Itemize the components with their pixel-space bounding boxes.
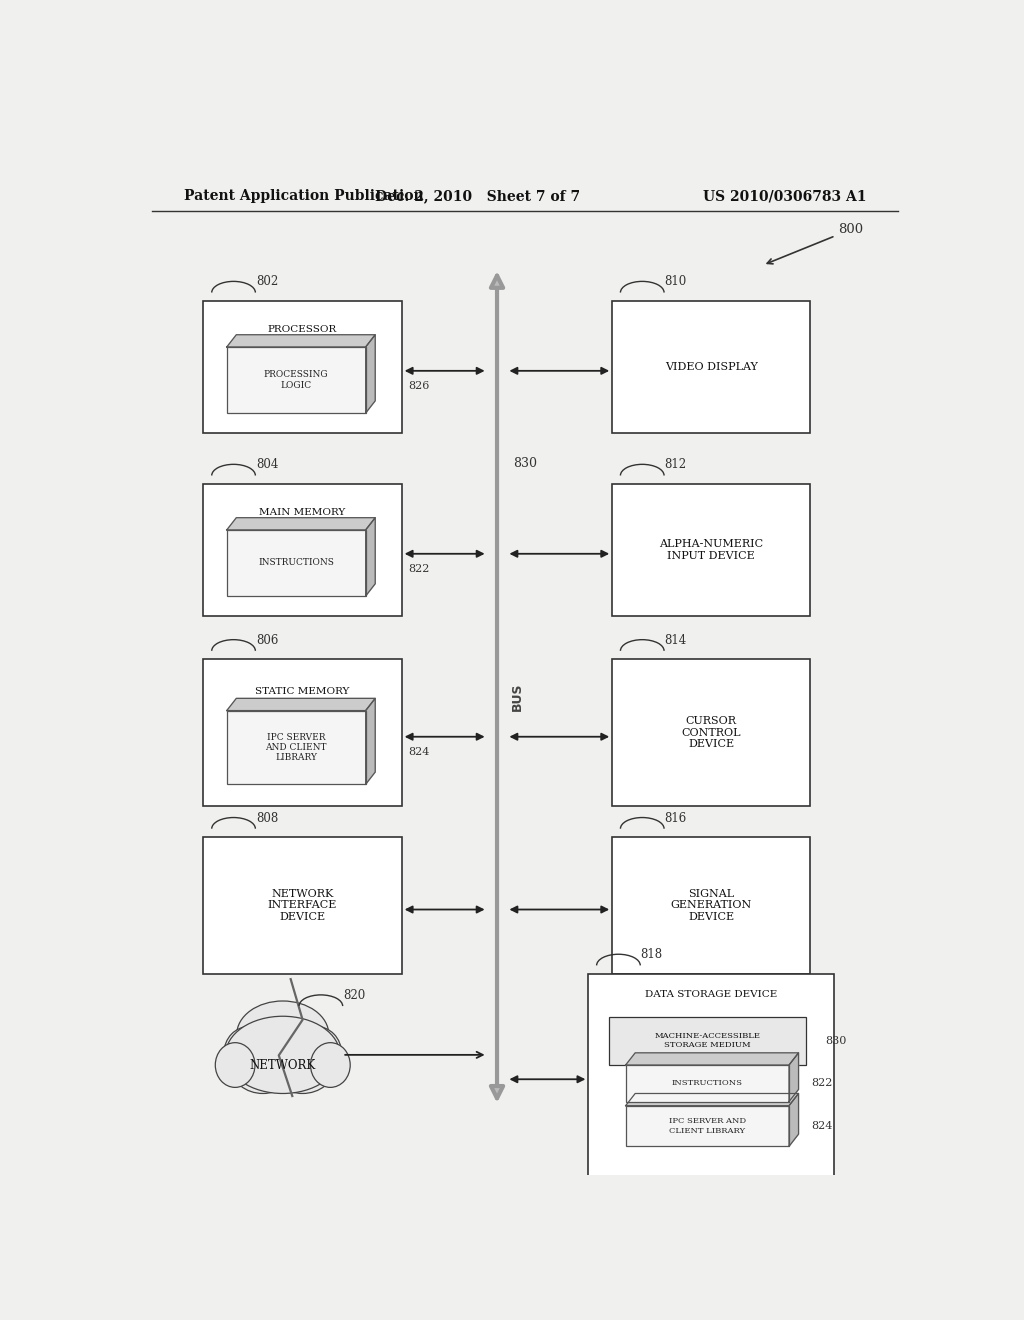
FancyBboxPatch shape — [204, 659, 401, 807]
FancyBboxPatch shape — [226, 710, 366, 784]
Text: BUS: BUS — [511, 682, 524, 711]
Text: NETWORK: NETWORK — [250, 1059, 315, 1072]
Text: 812: 812 — [665, 458, 687, 471]
FancyBboxPatch shape — [204, 483, 401, 615]
Ellipse shape — [225, 1016, 340, 1093]
Text: CURSOR
CONTROL
DEVICE: CURSOR CONTROL DEVICE — [682, 715, 741, 750]
FancyBboxPatch shape — [626, 1106, 790, 1146]
Text: 822: 822 — [409, 564, 429, 574]
Text: 816: 816 — [665, 812, 687, 825]
Polygon shape — [366, 517, 375, 595]
Text: MAIN MEMORY: MAIN MEMORY — [259, 508, 346, 517]
Text: Dec. 2, 2010   Sheet 7 of 7: Dec. 2, 2010 Sheet 7 of 7 — [375, 189, 580, 203]
Text: ALPHA-NUMERIC
INPUT DEVICE: ALPHA-NUMERIC INPUT DEVICE — [659, 539, 763, 561]
Text: 830: 830 — [513, 457, 537, 470]
Ellipse shape — [231, 1040, 295, 1093]
Text: IPC SERVER
AND CLIENT
LIBRARY: IPC SERVER AND CLIENT LIBRARY — [265, 733, 327, 763]
Text: 802: 802 — [256, 276, 279, 289]
FancyBboxPatch shape — [204, 837, 401, 974]
FancyBboxPatch shape — [204, 301, 401, 433]
FancyBboxPatch shape — [612, 837, 811, 974]
Text: 810: 810 — [665, 276, 687, 289]
Text: 804: 804 — [256, 458, 279, 471]
Polygon shape — [790, 1053, 799, 1102]
Text: US 2010/0306783 A1: US 2010/0306783 A1 — [702, 189, 866, 203]
FancyBboxPatch shape — [226, 347, 366, 413]
Text: PROCESSOR: PROCESSOR — [268, 325, 337, 334]
Text: FIG. 8: FIG. 8 — [671, 1133, 728, 1150]
Polygon shape — [626, 1093, 799, 1106]
Text: INSTRUCTIONS: INSTRUCTIONS — [672, 1080, 742, 1088]
Text: 830: 830 — [825, 1036, 847, 1045]
Ellipse shape — [291, 1027, 341, 1080]
Polygon shape — [366, 335, 375, 413]
Text: 818: 818 — [641, 948, 663, 961]
Text: INSTRUCTIONS: INSTRUCTIONS — [258, 558, 334, 568]
Text: 808: 808 — [256, 812, 279, 825]
Ellipse shape — [237, 1001, 329, 1068]
Text: STATIC MEMORY: STATIC MEMORY — [255, 686, 350, 696]
Text: NETWORK
INTERFACE
DEVICE: NETWORK INTERFACE DEVICE — [268, 888, 337, 923]
Text: 820: 820 — [343, 989, 366, 1002]
Text: 824: 824 — [409, 747, 429, 756]
Polygon shape — [226, 698, 375, 710]
Text: 822: 822 — [811, 1078, 833, 1088]
FancyBboxPatch shape — [626, 1065, 790, 1102]
Text: PROCESSING
LOGIC: PROCESSING LOGIC — [264, 371, 329, 389]
Ellipse shape — [215, 1043, 255, 1088]
Polygon shape — [626, 1053, 799, 1065]
Text: 806: 806 — [256, 634, 279, 647]
Polygon shape — [226, 335, 375, 347]
FancyBboxPatch shape — [226, 529, 366, 595]
Text: IPC SERVER AND
CLIENT LIBRARY: IPC SERVER AND CLIENT LIBRARY — [669, 1118, 745, 1135]
FancyBboxPatch shape — [588, 974, 835, 1177]
Text: MACHINE-ACCESSIBLE
STORAGE MEDIUM: MACHINE-ACCESSIBLE STORAGE MEDIUM — [654, 1032, 761, 1049]
Text: 826: 826 — [409, 381, 429, 391]
Text: 824: 824 — [811, 1121, 833, 1131]
Ellipse shape — [310, 1043, 350, 1088]
Text: Patent Application Publication: Patent Application Publication — [183, 189, 423, 203]
Text: 800: 800 — [767, 223, 863, 264]
FancyBboxPatch shape — [609, 1016, 806, 1064]
Text: VIDEO DISPLAY: VIDEO DISPLAY — [665, 362, 758, 372]
Polygon shape — [790, 1093, 799, 1146]
FancyBboxPatch shape — [612, 659, 811, 807]
Ellipse shape — [224, 1027, 274, 1080]
Text: DATA STORAGE DEVICE: DATA STORAGE DEVICE — [645, 990, 777, 999]
Polygon shape — [226, 517, 375, 529]
FancyBboxPatch shape — [612, 301, 811, 433]
Polygon shape — [366, 698, 375, 784]
FancyBboxPatch shape — [612, 483, 811, 615]
Text: 814: 814 — [665, 634, 687, 647]
Text: SIGNAL
GENERATION
DEVICE: SIGNAL GENERATION DEVICE — [671, 888, 752, 923]
Ellipse shape — [270, 1040, 334, 1093]
